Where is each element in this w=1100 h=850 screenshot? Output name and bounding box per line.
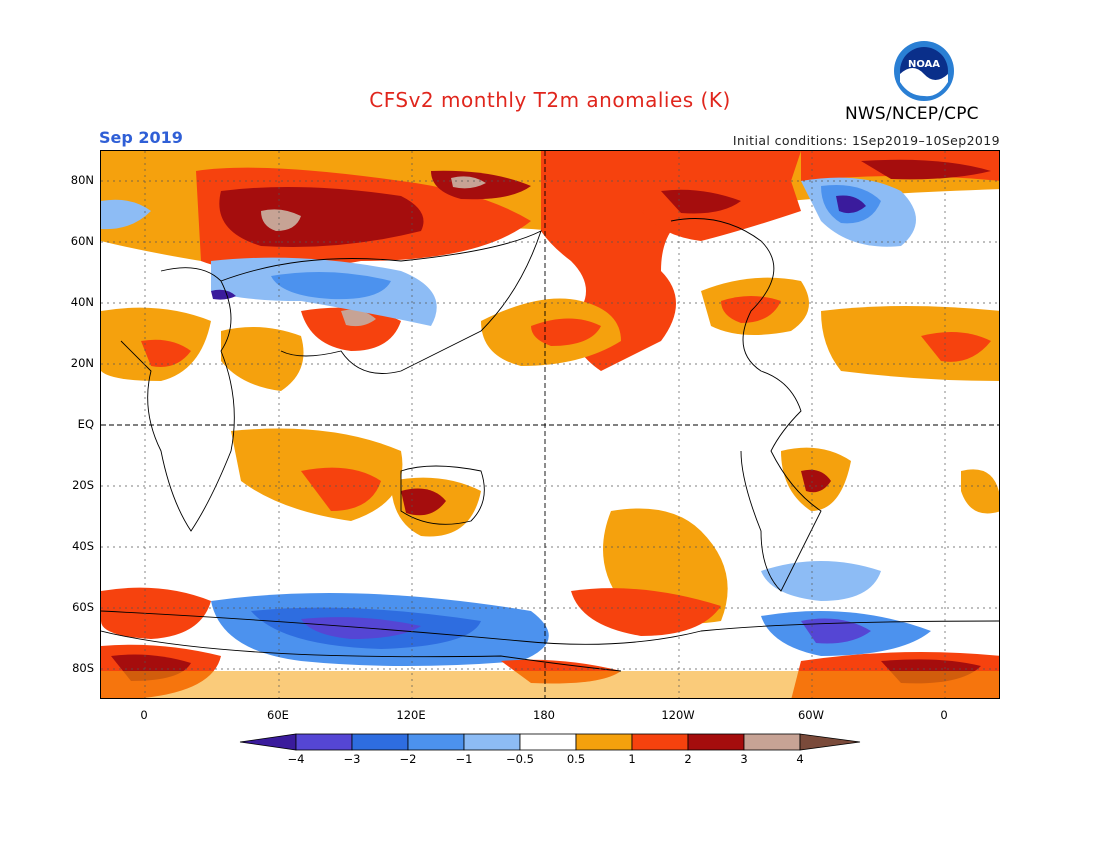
lat-label: 20N (70, 356, 94, 370)
lon-label: 0 (940, 708, 948, 722)
colorbar-segment (407, 733, 465, 751)
grid-lines (101, 151, 999, 698)
colorbar-label: 3 (740, 752, 748, 766)
lon-label: 120E (396, 708, 426, 722)
noaa-logo-icon: NOAA (894, 41, 954, 101)
map-field (101, 151, 999, 698)
colorbar-label: −1 (455, 752, 473, 766)
colorbar-label: 4 (796, 752, 804, 766)
initial-conditions-label: Initial conditions: 1Sep2019–10Sep2019 (732, 133, 1000, 148)
colorbar-segment (295, 733, 353, 751)
colorbar-segment (575, 733, 633, 751)
lat-label: EQ (77, 417, 94, 431)
colorbar-segment (631, 733, 689, 751)
organization-label: NWS/NCEP/CPC (845, 104, 979, 124)
lon-label: 60W (797, 708, 824, 722)
lon-label: 120W (661, 708, 695, 722)
lat-label: 40N (70, 295, 94, 309)
colorbar-label: 2 (684, 752, 692, 766)
lat-label: 40S (72, 539, 94, 553)
anomaly-regions (101, 151, 999, 698)
lat-label: 80S (72, 661, 94, 675)
colorbar-label: 0.5 (566, 752, 586, 766)
colorbar-segment (351, 733, 409, 751)
lon-label: 0 (140, 708, 148, 722)
coastlines (101, 218, 999, 672)
colorbar (239, 733, 861, 751)
colorbar-label: −4 (287, 752, 305, 766)
lat-label: 80N (70, 173, 94, 187)
chart-title: CFSv2 monthly T2m anomalies (K) (369, 88, 731, 112)
colorbar-label: −3 (343, 752, 361, 766)
lon-label: 180 (533, 708, 555, 722)
colorbar-segment (463, 733, 521, 751)
colorbar-segment (239, 733, 297, 751)
anomaly-map (100, 150, 1000, 699)
colorbar-segment (743, 733, 801, 751)
colorbar-segment (519, 733, 577, 751)
colorbar-label: 1 (628, 752, 636, 766)
colorbar-segment (687, 733, 745, 751)
colorbar-segment (799, 733, 861, 751)
colorbar-label: −0.5 (506, 752, 534, 766)
noaa-logo-text: NOAA (908, 59, 940, 70)
colorbar-label: −2 (399, 752, 417, 766)
equator-dateline (101, 151, 999, 698)
lat-label: 60S (72, 600, 94, 614)
lon-label: 60E (267, 708, 289, 722)
lat-label: 60N (70, 234, 94, 248)
valid-month-label: Sep 2019 (99, 128, 183, 147)
lat-label: 20S (72, 478, 94, 492)
